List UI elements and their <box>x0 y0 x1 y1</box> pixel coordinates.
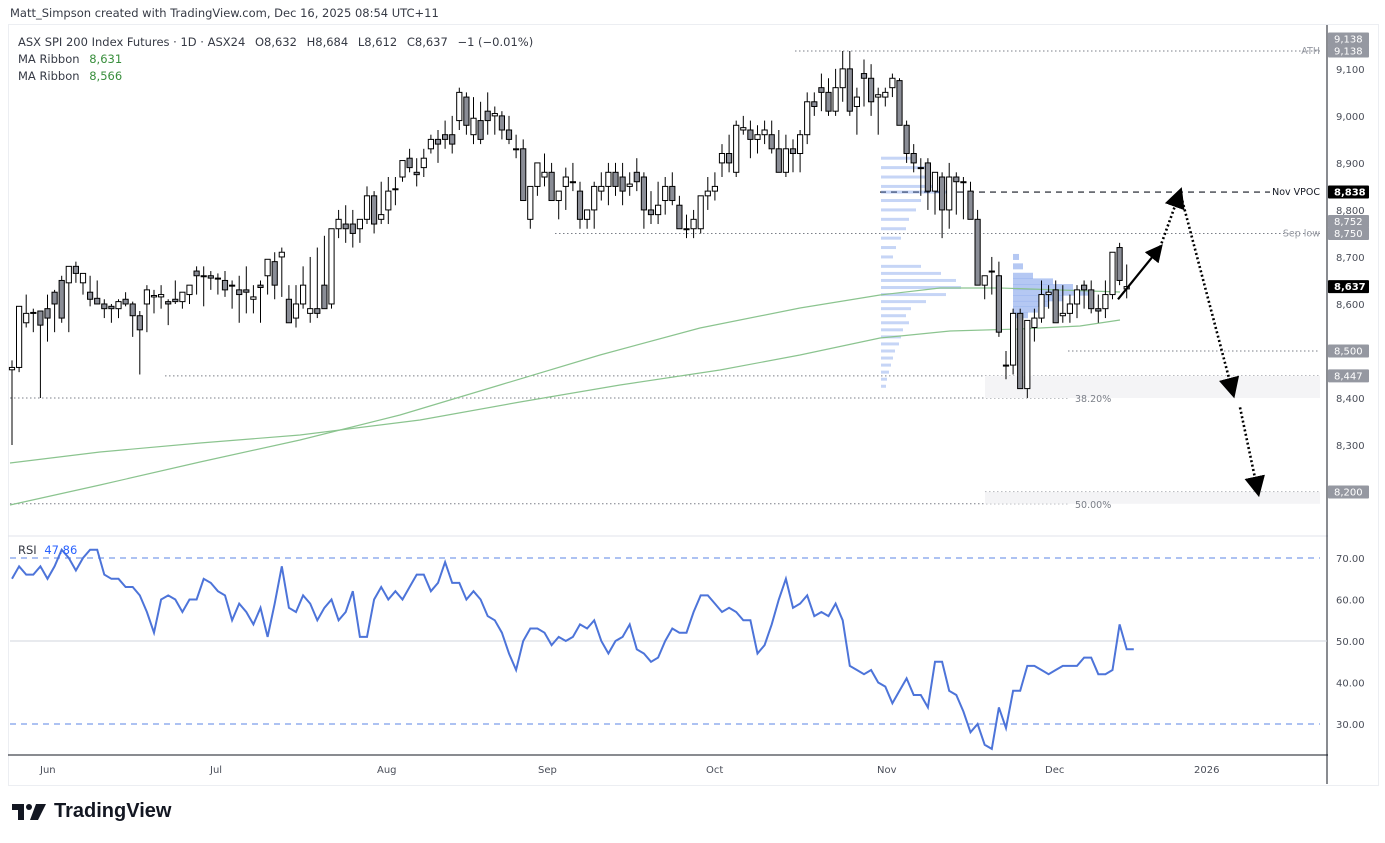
ohlc-open: O8,632 <box>254 35 297 49</box>
svg-text:8,447: 8,447 <box>1334 371 1363 382</box>
svg-text:8,400: 8,400 <box>1336 394 1365 405</box>
svg-text:30.00: 30.00 <box>1336 720 1365 731</box>
rsi-label: RSI <box>18 543 37 557</box>
svg-text:8,800: 8,800 <box>1336 206 1365 217</box>
ma-ribbon-1-label: MA Ribbon <box>18 52 80 66</box>
svg-text:9,000: 9,000 <box>1336 112 1365 123</box>
tradingview-logo: TradingView <box>12 800 171 823</box>
candlesticks <box>8 51 1130 446</box>
svg-text:Oct: Oct <box>706 765 723 776</box>
svg-text:8,752: 8,752 <box>1334 217 1363 228</box>
rsi-pane <box>10 547 1327 751</box>
svg-text:8,300: 8,300 <box>1336 441 1365 452</box>
svg-text:2026: 2026 <box>1194 765 1219 776</box>
svg-text:Nov: Nov <box>877 765 897 776</box>
ohlc-low: L8,612 <box>357 35 398 49</box>
svg-text:Dec: Dec <box>1045 765 1064 776</box>
svg-text:60.00: 60.00 <box>1336 596 1365 607</box>
tradingview-brand-name: TradingView <box>54 800 172 822</box>
svg-text:50.00%: 50.00% <box>1075 500 1111 511</box>
time-axis[interactable]: Jun Jul Aug Sep Oct Nov Dec 2026 <box>39 765 1219 776</box>
chart-frame <box>8 24 1379 786</box>
svg-text:Aug: Aug <box>377 765 397 776</box>
ma-ribbon-lines <box>9 287 1121 506</box>
ohlc-change: −1 (−0.01%) <box>457 35 534 49</box>
svg-text:8,200: 8,200 <box>1334 488 1363 499</box>
ohlc-high: H8,684 <box>306 35 349 49</box>
chart-legend: ASX SPI 200 Index Futures · 1D · ASX24 O… <box>18 34 533 85</box>
price-axis[interactable]: 8,200 8,300 8,400 8,500 8,600 8,700 8,800 8,900… <box>1328 25 1377 784</box>
svg-text:Jun: Jun <box>39 765 56 776</box>
annotations: ATH Nov VPOC Sep low 38.20% 50.00% <box>1075 46 1320 511</box>
svg-text:Nov VPOC: Nov VPOC <box>1272 187 1320 198</box>
symbol-title[interactable]: ASX SPI 200 Index Futures · 1D · ASX24 <box>18 35 246 49</box>
svg-text:8,838: 8,838 <box>1334 188 1366 199</box>
rsi-value: 47.86 <box>44 543 78 557</box>
svg-text:ATH: ATH <box>1301 46 1320 57</box>
svg-text:8,600: 8,600 <box>1336 300 1365 311</box>
svg-text:9,138: 9,138 <box>1334 35 1363 46</box>
chart-credit: Matt_Simpson created with TradingView.co… <box>10 6 439 20</box>
projection-arrows <box>1117 187 1265 498</box>
svg-text:8,700: 8,700 <box>1336 253 1365 264</box>
svg-text:8,500: 8,500 <box>1334 346 1363 357</box>
svg-text:8,750: 8,750 <box>1334 229 1363 240</box>
svg-text:9,138: 9,138 <box>1334 47 1363 58</box>
rsi-legend[interactable]: RSI 47.86 <box>18 543 77 557</box>
ma-ribbon-2-value: 8,566 <box>89 69 123 83</box>
ma-ribbon-1-value: 8,631 <box>89 52 123 66</box>
svg-text:Sep: Sep <box>538 765 557 776</box>
volume-profile <box>881 156 1093 388</box>
svg-text:8,637: 8,637 <box>1334 282 1366 293</box>
symbol-ohlc-row: ASX SPI 200 Index Futures · 1D · ASX24 O… <box>18 34 533 51</box>
svg-text:40.00: 40.00 <box>1336 679 1365 690</box>
svg-text:50.00: 50.00 <box>1336 637 1365 648</box>
svg-text:9,100: 9,100 <box>1336 65 1365 76</box>
ma-ribbon-2-label: MA Ribbon <box>18 69 80 83</box>
svg-text:Jul: Jul <box>209 765 222 776</box>
svg-text:Sep low: Sep low <box>1283 228 1320 239</box>
ma-ribbon-2-row[interactable]: MA Ribbon 8,566 <box>18 68 533 85</box>
ma-ribbon-1-row[interactable]: MA Ribbon 8,631 <box>18 51 533 68</box>
ohlc-close: C8,637 <box>406 35 448 49</box>
grid-and-levels <box>8 25 1377 784</box>
tradingview-logo-icon <box>12 803 46 820</box>
svg-text:38.20%: 38.20% <box>1075 394 1111 405</box>
svg-text:70.00: 70.00 <box>1336 554 1365 565</box>
svg-text:8,900: 8,900 <box>1336 159 1365 170</box>
